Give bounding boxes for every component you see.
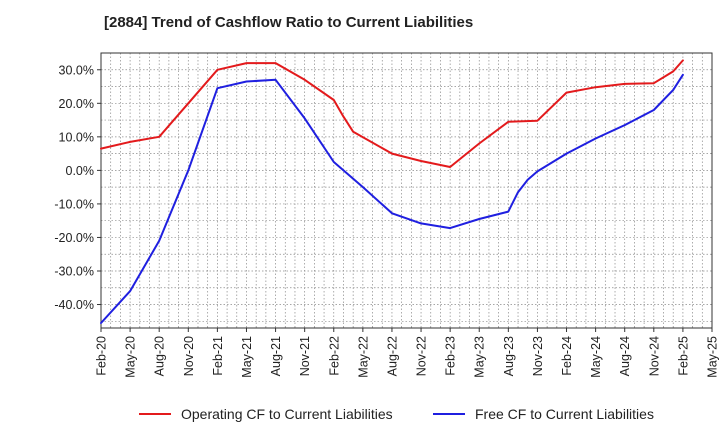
y-tick-label: 0.0% [66, 164, 95, 178]
x-tick-label: Feb-20 [95, 336, 109, 376]
y-tick-label: 10.0% [59, 130, 94, 144]
chart-title: [2884] Trend of Cashflow Ratio to Curren… [104, 14, 474, 31]
x-tick-label: Feb-25 [676, 336, 690, 376]
x-tick-label: Aug-21 [269, 336, 283, 376]
plot-frame [100, 52, 713, 329]
y-tick-label: -10.0% [54, 197, 94, 211]
x-tick-label: Aug-22 [385, 336, 399, 376]
x-tick-label: Nov-24 [647, 336, 661, 376]
y-tick-label: 30.0% [59, 63, 94, 77]
series-line-free-cf [100, 73, 684, 324]
x-tick-label: Feb-24 [560, 336, 574, 376]
x-tick-label: Nov-21 [298, 336, 312, 376]
x-tick-label: May-21 [240, 336, 254, 378]
legend-label: Free CF to Current Liabilities [475, 406, 654, 422]
series-line-operating-cf [100, 59, 684, 168]
x-tick-label: Aug-24 [618, 336, 632, 376]
x-tick-label: May-25 [706, 336, 720, 378]
y-tick-label: -30.0% [54, 264, 94, 278]
x-tick-label: Nov-20 [182, 336, 196, 376]
x-tick-label: Aug-23 [502, 336, 516, 376]
x-tick-label: May-23 [473, 336, 487, 378]
x-tick-label: Feb-23 [444, 336, 458, 376]
y-tick-label: -40.0% [54, 298, 94, 312]
legend-label: Operating CF to Current Liabilities [181, 406, 393, 422]
y-tick-label: 20.0% [59, 97, 94, 111]
y-tick-label: -20.0% [54, 231, 94, 245]
x-tick-label: May-20 [124, 336, 138, 378]
x-tick-label: Nov-22 [415, 336, 429, 376]
x-tick-label: May-22 [356, 336, 370, 378]
x-tick-label: Feb-21 [211, 336, 225, 376]
x-tick-label: Feb-22 [327, 336, 341, 376]
plot-area [101, 53, 712, 328]
x-tick-label: Aug-20 [153, 336, 167, 376]
x-tick-label: May-24 [589, 336, 603, 378]
x-tick-label: Nov-23 [531, 336, 545, 376]
